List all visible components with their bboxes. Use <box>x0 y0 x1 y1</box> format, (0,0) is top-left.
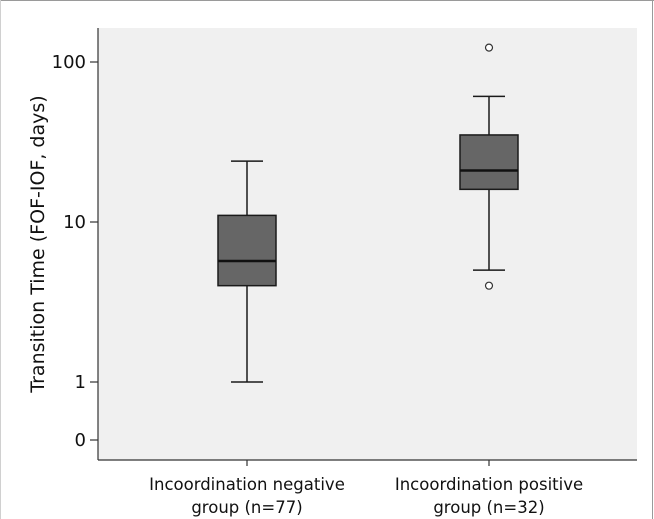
x-labels-layer: Incoordination negative group (n=77) Incoo… <box>149 460 583 517</box>
figure-right-border <box>652 0 653 519</box>
category-label-line2: group (n=77) <box>191 498 302 517</box>
boxes-layer <box>217 43 519 383</box>
box-1 <box>217 160 277 383</box>
y-tick-label: 0 <box>75 430 86 451</box>
y-ticks-layer: 0 1 10 100 <box>52 52 98 451</box>
y-tick-label: 100 <box>52 52 86 73</box>
outlier-point <box>484 43 494 52</box>
plot-background <box>98 28 637 460</box>
category-label-line2: group (n=32) <box>433 498 544 517</box>
figure-left-border <box>0 0 1 519</box>
y-tick-label: 10 <box>63 212 86 233</box>
iqr-box <box>217 214 277 287</box>
y-axis-title: Transition Time (FOF-IOF, days) <box>27 95 49 393</box>
box-2 <box>459 43 519 290</box>
y-tick-label: 1 <box>75 372 86 393</box>
figure-top-border <box>0 0 654 1</box>
outlier-point <box>484 281 494 290</box>
iqr-box <box>459 134 519 191</box>
category-label-line1: Incoordination negative <box>149 475 345 494</box>
category-label-line1: Incoordination positive <box>395 475 583 494</box>
